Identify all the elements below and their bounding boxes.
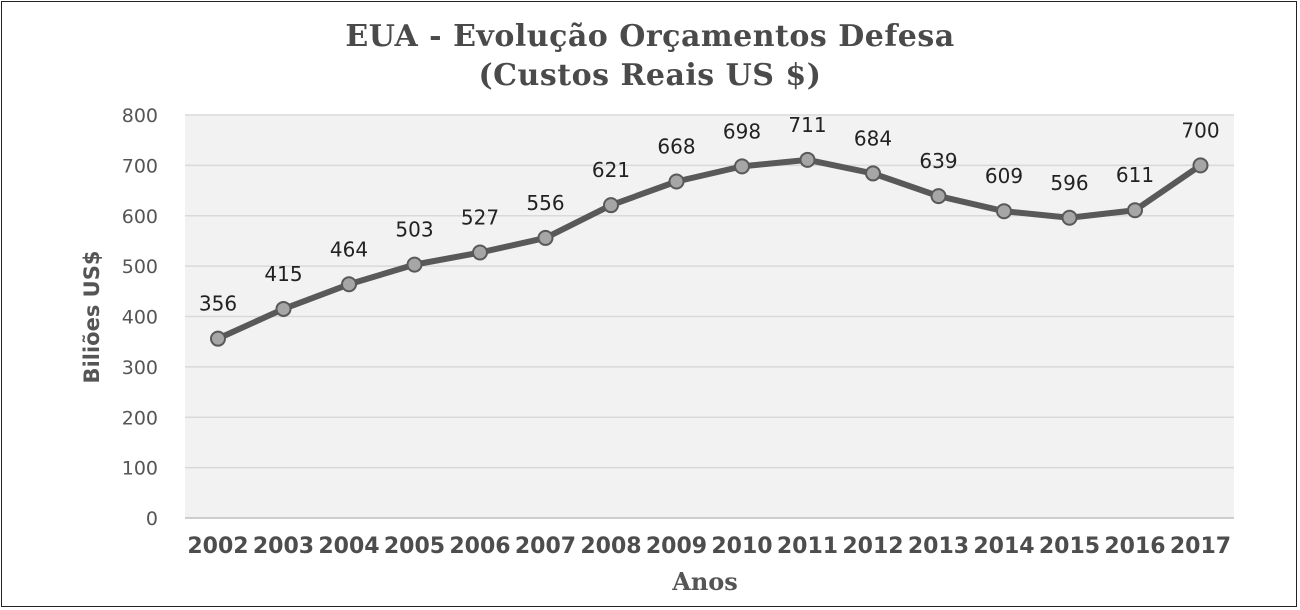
data-point-marker: [210, 330, 226, 347]
y-tick-label: 500: [122, 256, 158, 278]
data-point-marker: [865, 165, 881, 182]
x-tick-label: 2010: [711, 534, 772, 559]
data-point-marker: [930, 188, 947, 205]
data-label: 596: [1050, 171, 1088, 195]
x-tick-label: 2017: [1170, 534, 1231, 559]
x-tick-label: 2007: [515, 534, 576, 559]
data-label: 556: [526, 191, 564, 215]
data-point-marker: [406, 256, 423, 273]
data-point-marker: [996, 203, 1012, 220]
data-point-marker: [472, 244, 488, 261]
data-label: 609: [985, 164, 1023, 188]
x-axis-ticks: 2002 2003 2004 2005 2006 2007 2008 2009 2010 2011…: [187, 534, 1231, 559]
data-label: 684: [854, 126, 892, 150]
data-labels: 356 415 464 503 527 556 621 668 698 711 684 639 609 5…: [199, 113, 1220, 316]
data-point-marker: [799, 151, 816, 168]
x-tick-label: 2002: [187, 534, 248, 559]
x-tick-label: 2009: [646, 534, 707, 559]
data-label: 698: [723, 119, 761, 143]
data-point-marker: [341, 276, 357, 293]
data-point-marker: [1192, 157, 1209, 174]
x-tick-label: 2012: [842, 534, 903, 559]
data-label: 639: [919, 149, 957, 173]
series-line: [215, 156, 1204, 342]
data-point-marker: [1061, 209, 1078, 226]
y-tick-label: 0: [146, 508, 158, 530]
data-label: 668: [657, 134, 695, 158]
y-tick-label: 800: [122, 105, 158, 127]
data-label: 611: [1116, 163, 1154, 187]
x-tick-label: 2014: [973, 534, 1034, 559]
data-point-marker: [537, 229, 554, 246]
data-label: 503: [395, 218, 433, 242]
data-label: 527: [461, 206, 499, 230]
x-tick-label: 2005: [384, 534, 445, 559]
x-tick-label: 2013: [908, 534, 969, 559]
x-tick-label: 2006: [449, 534, 510, 559]
x-tick-label: 2008: [580, 534, 641, 559]
data-label: 700: [1181, 118, 1219, 142]
data-label: 464: [330, 237, 368, 261]
chart-title: EUA - Evolução Orçamentos Defesa: [345, 19, 955, 54]
y-tick-label: 400: [122, 307, 158, 329]
y-tick-label: 700: [122, 155, 158, 177]
x-tick-label: 2015: [1039, 534, 1100, 559]
y-axis-title: Biliões US$: [80, 251, 104, 384]
y-tick-label: 200: [122, 407, 158, 429]
data-label: 621: [592, 158, 630, 182]
x-tick-label: 2003: [253, 534, 314, 559]
y-tick-label: 100: [122, 458, 158, 480]
x-axis-title: Anos: [671, 567, 738, 596]
data-point-marker: [668, 173, 685, 190]
data-label: 356: [199, 292, 237, 316]
y-tick-label: 300: [122, 357, 158, 379]
data-point-marker: [1127, 202, 1143, 219]
data-point-marker: [603, 197, 619, 214]
data-point-marker: [734, 158, 750, 175]
y-tick-label: 600: [122, 206, 158, 228]
x-tick-label: 2016: [1104, 534, 1165, 559]
x-tick-label: 2004: [318, 534, 379, 559]
data-label: 711: [788, 113, 826, 137]
chart-subtitle: (Custos Reais US $): [478, 58, 822, 93]
x-tick-label: 2011: [777, 534, 838, 559]
data-point-marker: [275, 300, 292, 317]
data-label: 415: [264, 262, 302, 286]
y-axis-ticks: 0 100 200 300 400 500 600 700 800: [122, 105, 158, 530]
series-markers: [210, 151, 1209, 347]
